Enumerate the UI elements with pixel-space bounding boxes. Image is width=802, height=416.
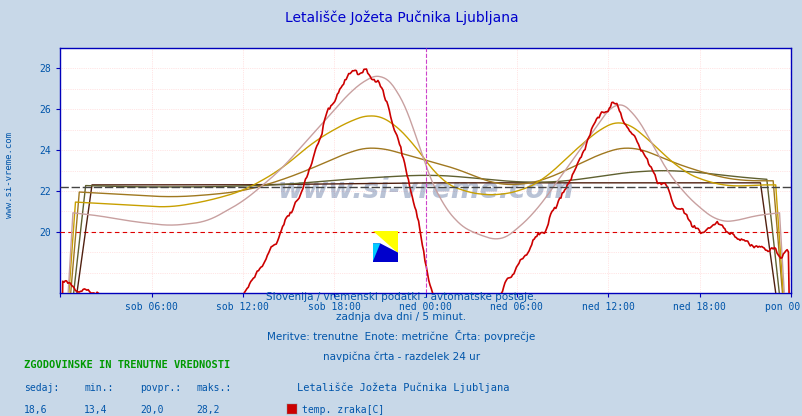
Text: 20,0: 20,0 xyxy=(140,405,164,415)
Text: navpična črta - razdelek 24 ur: navpična črta - razdelek 24 ur xyxy=(322,352,480,362)
Polygon shape xyxy=(372,231,398,253)
Text: ZGODOVINSKE IN TRENUTNE VREDNOSTI: ZGODOVINSKE IN TRENUTNE VREDNOSTI xyxy=(24,360,230,370)
Text: sedaj:: sedaj: xyxy=(24,383,59,393)
Text: Meritve: trenutne  Enote: metrične  Črta: povprečje: Meritve: trenutne Enote: metrične Črta: … xyxy=(267,330,535,342)
Text: Letališče Jožeta Pučnika Ljubljana: Letališče Jožeta Pučnika Ljubljana xyxy=(285,10,517,25)
Text: www.si-vreme.com: www.si-vreme.com xyxy=(5,132,14,218)
Text: maks.:: maks.: xyxy=(196,383,232,393)
Text: www.si-vreme.com: www.si-vreme.com xyxy=(277,176,573,204)
Text: zadnja dva dni / 5 minut.: zadnja dva dni / 5 minut. xyxy=(336,312,466,322)
Text: Slovenija / vremenski podatki - avtomatske postaje.: Slovenija / vremenski podatki - avtomats… xyxy=(265,292,537,302)
Text: povpr.:: povpr.: xyxy=(140,383,181,393)
Text: min.:: min.: xyxy=(84,383,114,393)
Polygon shape xyxy=(372,243,398,262)
Text: 18,6: 18,6 xyxy=(24,405,47,415)
Text: Letališče Jožeta Pučnika Ljubljana: Letališče Jožeta Pučnika Ljubljana xyxy=(297,383,509,393)
Text: 13,4: 13,4 xyxy=(84,405,107,415)
Text: temp. zraka[C]: temp. zraka[C] xyxy=(302,405,383,415)
Polygon shape xyxy=(372,243,380,262)
Text: 28,2: 28,2 xyxy=(196,405,220,415)
